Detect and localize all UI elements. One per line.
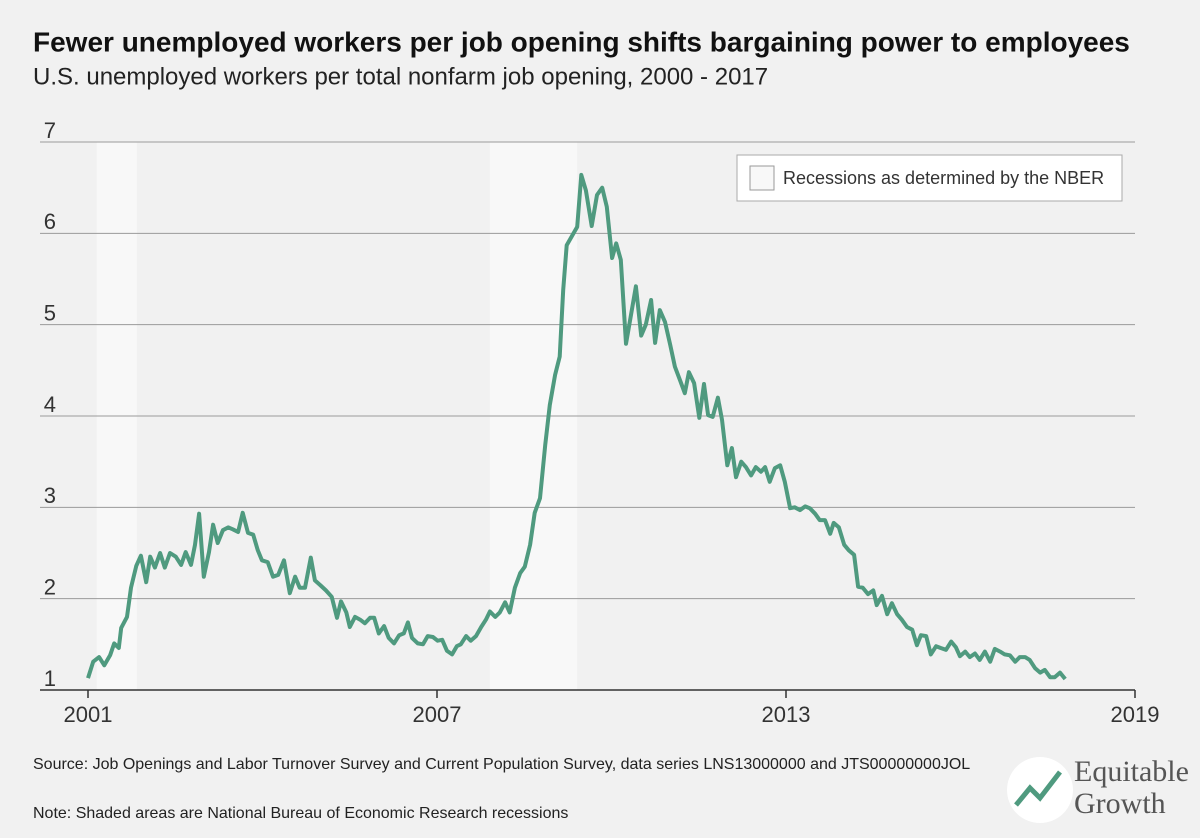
footnote: Note: Shaded areas are National Bureau o… xyxy=(33,805,569,822)
y-tick-label: 7 xyxy=(44,118,56,143)
logo-circle xyxy=(1007,757,1073,823)
x-tick-label: 2001 xyxy=(64,702,113,727)
x-tick-label: 2019 xyxy=(1111,702,1160,727)
logo: Equitable Growth xyxy=(1007,755,1189,823)
x-tick-label: 2013 xyxy=(762,702,811,727)
chart-subtitle: U.S. unemployed workers per total nonfar… xyxy=(33,63,768,90)
source-note: Source: Job Openings and Labor Turnover … xyxy=(33,756,971,773)
y-tick-label: 6 xyxy=(44,209,56,234)
x-tick-label: 2007 xyxy=(413,702,462,727)
data-line xyxy=(86,172,1067,681)
logo-text: Growth xyxy=(1074,787,1166,820)
legend-label: Recessions as determined by the NBER xyxy=(783,168,1104,188)
logo-icon xyxy=(1014,770,1062,807)
legend-box xyxy=(736,154,1123,202)
y-tick-label: 1 xyxy=(44,666,56,691)
logo-text: Equitable xyxy=(1074,755,1189,788)
y-tick-label: 2 xyxy=(44,574,56,599)
legend-swatch xyxy=(749,165,775,191)
y-tick-label: 4 xyxy=(44,392,56,417)
chart-title: Fewer unemployed workers per job opening… xyxy=(33,26,1130,57)
y-tick-label: 3 xyxy=(44,483,56,508)
y-tick-label: 5 xyxy=(44,300,56,325)
